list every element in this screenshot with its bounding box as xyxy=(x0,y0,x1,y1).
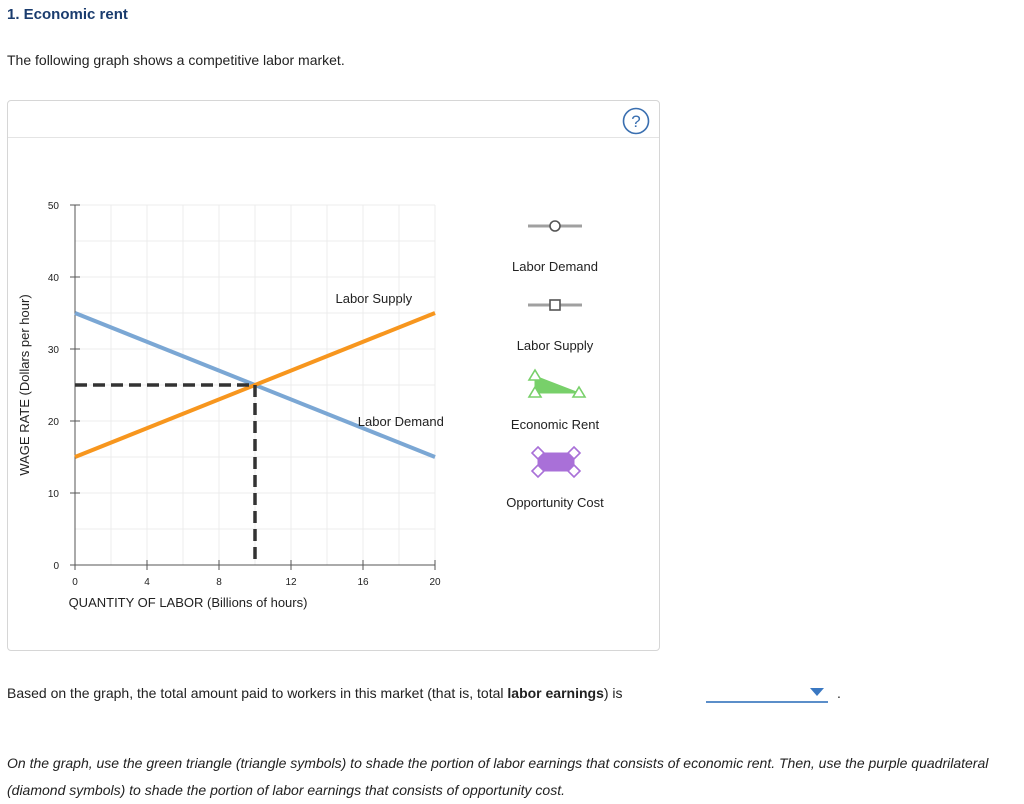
question-text: Based on the graph, the total amount pai… xyxy=(7,685,623,701)
y-axis-title: WAGE RATE (Dollars per hour) xyxy=(17,294,32,475)
y-tick-label: 10 xyxy=(48,489,60,500)
y-tick-label: 40 xyxy=(48,273,60,284)
palette-supply-square-icon[interactable] xyxy=(549,299,561,311)
y-tick-label: 20 xyxy=(48,417,60,428)
palette-label-labor-supply: Labor Supply xyxy=(517,338,594,353)
triangle-vertex-icon[interactable] xyxy=(527,368,543,381)
palette-label-economic-rent: Economic Rent xyxy=(511,417,600,432)
labor-supply-curve-label: Labor Supply xyxy=(335,291,412,306)
y-tick-label: 50 xyxy=(48,201,60,212)
graph-panel: ? 0 4 8 12 16 20 0 10 20 30 40 50 QUANTITY OF LABOR … xyxy=(7,100,660,651)
x-tick-label: 12 xyxy=(285,577,297,588)
triangle-vertex-icon[interactable] xyxy=(527,385,543,398)
x-tick-label: 20 xyxy=(429,577,441,588)
question-bold: labor earnings xyxy=(507,685,604,701)
diamond-vertex-icon[interactable] xyxy=(566,463,582,479)
diamond-vertex-icon[interactable] xyxy=(566,445,582,461)
help-icon[interactable]: ? xyxy=(622,107,650,135)
palette-demand-circle-icon[interactable] xyxy=(549,220,561,232)
x-axis-title: QUANTITY OF LABOR (Billions of hours) xyxy=(69,595,308,610)
graph-toolbar xyxy=(8,101,659,138)
x-tick-label: 0 xyxy=(72,577,78,588)
chevron-down-icon xyxy=(810,688,824,696)
question-title: 1. Economic rent xyxy=(7,6,128,23)
labor-demand-curve-label: Labor Demand xyxy=(358,414,444,429)
labor-market-chart[interactable]: 0 4 8 12 16 20 0 10 20 30 40 50 QUANTITY OF LABOR (B… xyxy=(8,101,659,650)
help-icon-glyph: ? xyxy=(631,112,640,131)
period: . xyxy=(837,685,841,701)
diamond-vertex-icon[interactable] xyxy=(530,463,546,479)
palette-label-opportunity-cost: Opportunity Cost xyxy=(506,495,604,510)
y-tick-label: 0 xyxy=(53,561,59,572)
intro-text: The following graph shows a competitive … xyxy=(7,52,345,68)
y-tick-label: 30 xyxy=(48,345,60,356)
palette-label-labor-demand: Labor Demand xyxy=(512,259,598,274)
question-after: ) is xyxy=(603,685,623,701)
triangle-vertex-icon[interactable] xyxy=(571,385,587,398)
help-icon-circle xyxy=(622,107,650,135)
labor-earnings-dropdown[interactable] xyxy=(706,683,828,703)
question-before: Based on the graph, the total amount pai… xyxy=(7,685,508,701)
palette-economic-rent-triangle[interactable] xyxy=(534,375,580,394)
x-tick-label: 8 xyxy=(216,577,222,588)
palette-opportunity-cost-quadrilateral[interactable] xyxy=(537,452,575,472)
diamond-vertex-icon[interactable] xyxy=(530,445,546,461)
instructions-text: On the graph, use the green triangle (tr… xyxy=(7,755,989,798)
x-tick-label: 16 xyxy=(357,577,369,588)
x-tick-label: 4 xyxy=(144,577,150,588)
